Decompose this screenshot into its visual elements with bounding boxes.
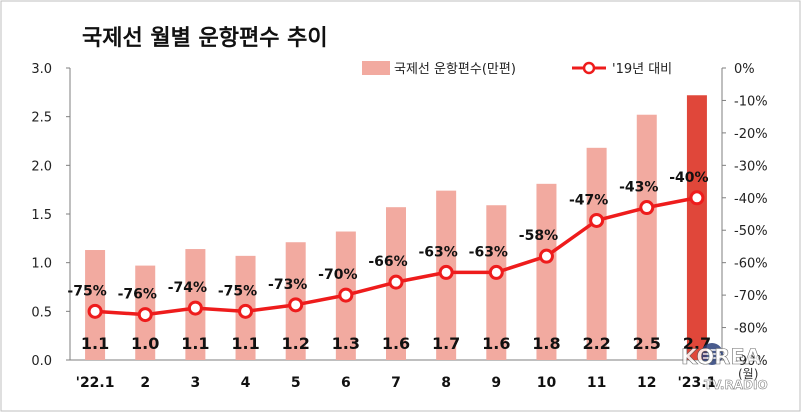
x-tick-label: '23.1 <box>678 375 717 391</box>
y-left-tick-label: 3.0 <box>31 62 52 77</box>
bar-value-label: 1.7 <box>432 334 460 353</box>
x-tick-label: 9 <box>491 375 501 391</box>
legend: 국제선 운항편수(만편) '19년 대비 <box>362 61 672 77</box>
bar <box>486 205 507 360</box>
x-tick-label: 2 <box>140 375 150 391</box>
line-point <box>689 190 705 206</box>
bars <box>85 95 707 361</box>
x-tick-label: '22.1 <box>76 375 115 391</box>
line-data-label: -75% <box>218 283 257 299</box>
bar-value-label: 1.3 <box>332 334 360 353</box>
line-data-label: -63% <box>418 244 457 260</box>
bar-value-label: 2.2 <box>582 334 610 353</box>
bar <box>636 114 657 360</box>
chart-title: 국제선 월별 운항편수 추이 <box>82 26 328 51</box>
y-left-tick-label: 2.0 <box>31 159 52 174</box>
y-right-ticks: -90% -80% -70% -60% -50% -40% -30% -20% -10% 0% <box>722 62 768 369</box>
unit-label: (월) <box>738 367 758 381</box>
bar-labels: 1.1 1.0 1.1 1.1 1.2 1.3 1.6 1.7 1.6 1.8 2.2 2.5 2.7 <box>81 334 711 353</box>
line-data-label: -43% <box>619 180 658 196</box>
line-data-label: -74% <box>168 280 207 296</box>
y-right-tick-label: 0% <box>734 62 755 77</box>
line-point <box>187 300 203 316</box>
line-point <box>589 212 605 228</box>
line-data-label: -40% <box>669 170 708 186</box>
line-point <box>338 287 354 303</box>
line-point <box>488 264 504 280</box>
bar <box>686 95 707 361</box>
y-left-tick-label: 1.0 <box>31 257 52 272</box>
x-tick-label: 10 <box>537 375 557 391</box>
line-series: -75% -76% -74% -75% -73% -70% -66% -63% -63% -58%… <box>67 170 709 323</box>
y-left-ticks: 0.0 0.5 1.0 1.5 2.0 2.5 3.0 <box>31 62 70 369</box>
x-tick-label: 11 <box>587 375 606 391</box>
bar-value-label: 1.1 <box>231 334 259 353</box>
legend-bar-label: 국제선 운항편수(만편) <box>394 62 516 77</box>
bar-value-label: 1.2 <box>282 334 310 353</box>
line-data-label: -75% <box>67 283 106 299</box>
y-right-tick-label: -50% <box>734 224 768 239</box>
line-data-label: -63% <box>469 244 508 260</box>
legend-line-marker <box>582 61 596 75</box>
watermark-line1: KOREA <box>681 345 762 369</box>
line-point <box>438 264 454 280</box>
bar-value-label: 1.6 <box>482 334 510 353</box>
line-data-label: -66% <box>368 254 407 270</box>
y-right-tick-label: -70% <box>734 289 768 304</box>
y-left-tick-label: 1.5 <box>31 208 52 223</box>
y-left-tick-label: 2.5 <box>31 111 52 126</box>
y-right-tick-label: -10% <box>734 94 768 109</box>
watermark-line2: TV.RADIO <box>704 378 768 392</box>
x-tick-label: 4 <box>241 375 251 391</box>
line-data-label: -76% <box>118 287 157 303</box>
line-point <box>137 307 153 323</box>
y-right-tick-label: -20% <box>734 127 768 142</box>
bar <box>586 147 607 360</box>
x-tick-label: 12 <box>637 375 656 391</box>
legend-bar-swatch <box>362 61 390 75</box>
y-right-tick-label: -80% <box>734 322 768 337</box>
y-left-tick-label: 0.5 <box>31 305 52 320</box>
line-data-label: -58% <box>519 228 558 244</box>
bar-value-label: 1.1 <box>81 334 109 353</box>
x-tick-label: 3 <box>191 375 201 391</box>
x-tick-label: 6 <box>341 375 351 391</box>
line-point <box>87 303 103 319</box>
line-data-label: -47% <box>569 192 608 208</box>
watermark: KOREA TV.RADIO <box>681 343 768 392</box>
y-right-tick-label: -40% <box>734 192 768 207</box>
bar-value-label: 1.8 <box>532 334 560 353</box>
x-tick-label: 7 <box>391 375 401 391</box>
x-labels: '22.1 2 3 4 5 6 7 8 9 10 11 12 '23.1 <box>76 375 717 391</box>
bar <box>536 183 557 360</box>
line-point <box>538 248 554 264</box>
line-point <box>388 274 404 290</box>
line-point <box>238 303 254 319</box>
bar-value-label: 1.1 <box>181 334 209 353</box>
line-point <box>639 200 655 216</box>
bar-value-label: 1.6 <box>382 334 410 353</box>
line-point <box>288 297 304 313</box>
watermark-flag-stripes <box>703 349 721 359</box>
y-right-tick-label: -90% <box>734 354 768 369</box>
bar-value-label: 1.0 <box>131 334 159 353</box>
y-right-tick-label: -60% <box>734 257 768 272</box>
x-tick-label: 8 <box>441 375 451 391</box>
line-data-label: -70% <box>318 267 357 283</box>
y-left-tick-label: 0.0 <box>31 354 52 369</box>
x-tick-label: 5 <box>291 375 301 391</box>
bar-value-label: 2.5 <box>633 334 661 353</box>
y-right-tick-label: -30% <box>734 159 768 174</box>
line-data-label: -73% <box>268 277 307 293</box>
legend-line-label: '19년 대비 <box>612 62 672 77</box>
